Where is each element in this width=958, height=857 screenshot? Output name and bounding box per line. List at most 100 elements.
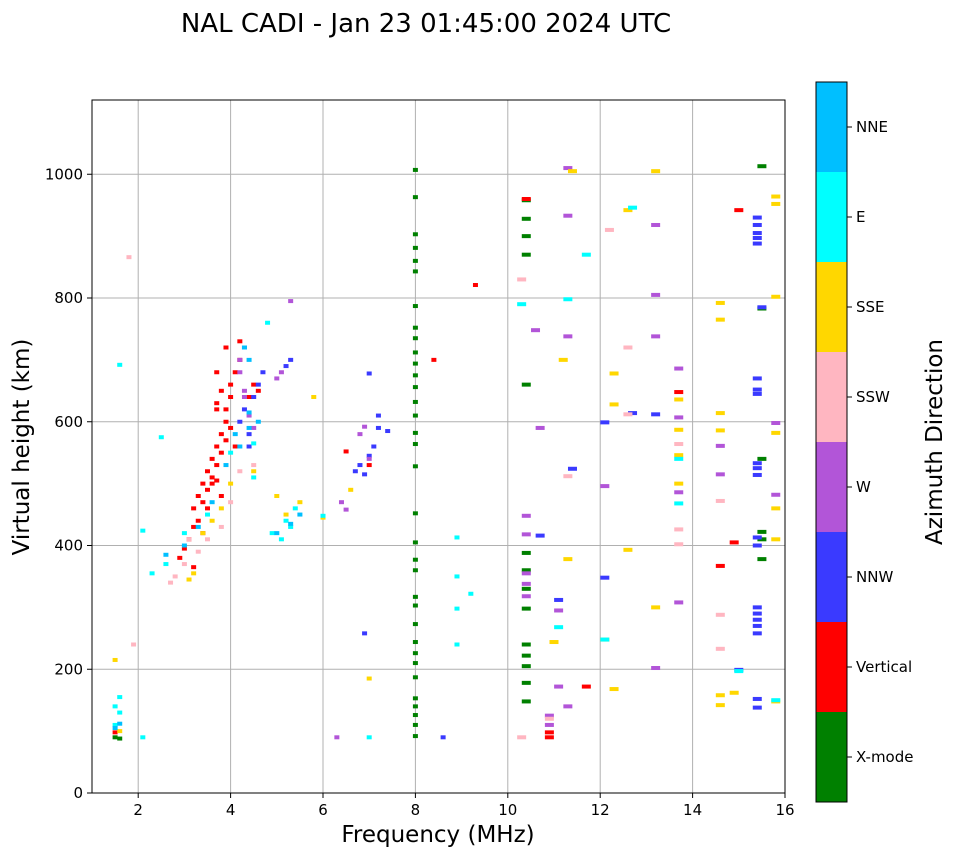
x-tick-label: 16 — [775, 801, 794, 819]
data-point — [757, 164, 767, 169]
data-point — [752, 605, 762, 610]
data-point — [752, 705, 762, 710]
data-point — [251, 469, 257, 474]
data-point — [205, 487, 210, 492]
data-point — [609, 687, 619, 692]
data-point — [255, 419, 261, 424]
data-point — [126, 255, 132, 260]
series-ssw — [126, 227, 725, 740]
data-point — [412, 464, 418, 469]
data-point — [343, 449, 349, 454]
data-point — [752, 543, 762, 548]
data-point — [440, 735, 446, 740]
data-point — [752, 631, 762, 636]
data-point — [412, 640, 418, 645]
x-tick-label: 6 — [318, 801, 328, 819]
data-point — [454, 642, 460, 647]
data-point — [237, 339, 243, 344]
data-point — [112, 657, 118, 662]
data-point — [412, 557, 418, 562]
data-point — [628, 411, 638, 416]
data-point — [191, 565, 197, 570]
data-marks — [112, 164, 781, 741]
data-point — [412, 385, 418, 390]
colorbar-tick-label: NNE — [856, 118, 888, 136]
data-point — [412, 713, 418, 718]
data-point — [715, 646, 725, 651]
data-point — [412, 622, 418, 627]
data-point — [412, 258, 418, 263]
data-point — [651, 334, 661, 339]
data-point — [357, 463, 363, 468]
data-point — [535, 425, 545, 430]
data-point — [752, 222, 762, 227]
colorbar-segment — [816, 442, 847, 532]
data-point — [186, 537, 192, 542]
y-tick-label: 600 — [54, 413, 83, 431]
data-point — [521, 606, 531, 611]
data-point — [715, 612, 725, 617]
data-point — [209, 500, 215, 505]
data-point — [214, 478, 220, 483]
data-point — [563, 557, 573, 562]
data-point — [274, 494, 280, 498]
data-point — [140, 735, 146, 740]
data-point — [757, 537, 767, 542]
data-point — [112, 730, 118, 735]
x-tick-label: 14 — [683, 801, 702, 819]
data-point — [715, 563, 725, 568]
data-point — [521, 653, 531, 658]
data-point — [609, 371, 619, 376]
data-point — [729, 540, 739, 545]
data-point — [228, 481, 234, 486]
data-point — [237, 357, 243, 362]
x-axis: 2 4 6 8 10 12 14 16 — [133, 793, 795, 819]
data-point — [674, 390, 684, 395]
data-point — [600, 637, 610, 642]
data-point — [209, 481, 215, 486]
data-point — [600, 420, 610, 425]
data-point — [297, 512, 303, 517]
data-point — [246, 357, 252, 362]
data-point — [117, 721, 123, 726]
data-point — [338, 500, 344, 505]
data-point — [375, 425, 381, 430]
data-point — [651, 412, 661, 417]
colorbar-frame — [815, 81, 848, 803]
data-point — [752, 623, 762, 628]
data-point — [186, 577, 192, 582]
data-point — [246, 410, 252, 415]
data-point — [412, 350, 418, 355]
data-point — [412, 167, 418, 172]
data-point — [752, 611, 762, 616]
data-point — [223, 407, 229, 412]
data-point — [117, 710, 123, 715]
y-tick-label: 1000 — [45, 165, 83, 183]
data-point — [362, 424, 368, 429]
colorbar-tick-label: E — [856, 208, 865, 226]
data-point — [521, 234, 531, 239]
data-point — [228, 450, 234, 455]
data-point — [581, 252, 591, 257]
data-point — [674, 481, 684, 486]
data-point — [600, 484, 610, 489]
data-point — [149, 571, 155, 576]
data-point — [454, 606, 460, 611]
data-point — [623, 208, 633, 213]
x-tick-label: 12 — [591, 801, 610, 819]
data-point — [521, 252, 531, 257]
y-tick-label: 0 — [73, 784, 83, 802]
data-point — [232, 432, 238, 437]
data-point — [771, 506, 781, 511]
data-point — [651, 169, 661, 174]
data-point — [412, 195, 418, 200]
data-point — [567, 466, 577, 471]
data-point — [288, 299, 294, 304]
data-point — [223, 463, 229, 468]
data-point — [362, 472, 368, 477]
data-point — [521, 642, 531, 647]
data-point — [181, 546, 187, 551]
data-point — [255, 382, 261, 387]
data-point — [246, 413, 252, 418]
grid-lines — [92, 100, 786, 794]
